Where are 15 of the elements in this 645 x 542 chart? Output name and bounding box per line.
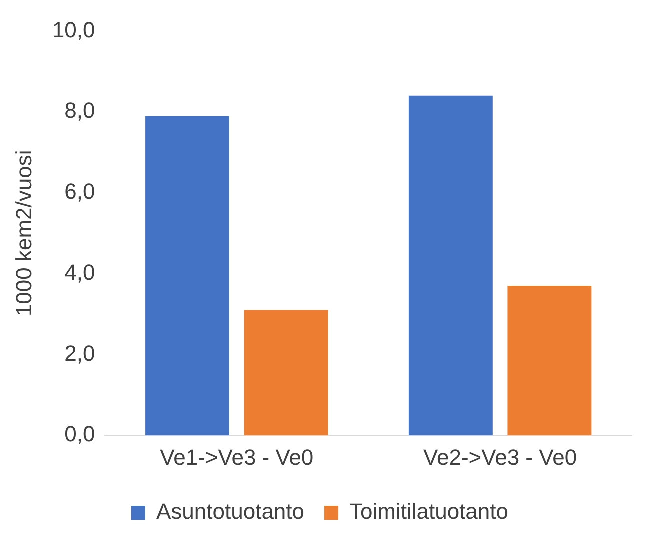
x-tick-label: Ve2->Ve3 - Ve0 (424, 444, 578, 470)
y-tick-label: 6,0 (64, 179, 96, 204)
legend-label: Asuntotuotanto (156, 499, 305, 524)
bar (244, 310, 328, 436)
legend-label: Toimitilatuotanto (350, 499, 508, 524)
x-tick-label: Ve1->Ve3 - Ve0 (160, 444, 314, 470)
bar (146, 116, 230, 436)
y-tick-label: 2,0 (64, 340, 96, 366)
y-tick-label: 10,0 (52, 17, 96, 42)
y-tick-label: 4,0 (64, 260, 96, 285)
y-tick-label: 8,0 (64, 98, 96, 124)
y-axis-title: 1000 kem2/vuosi (11, 150, 36, 317)
bar (408, 96, 493, 436)
bar (508, 286, 592, 436)
y-tick-label: 0,0 (64, 422, 96, 447)
